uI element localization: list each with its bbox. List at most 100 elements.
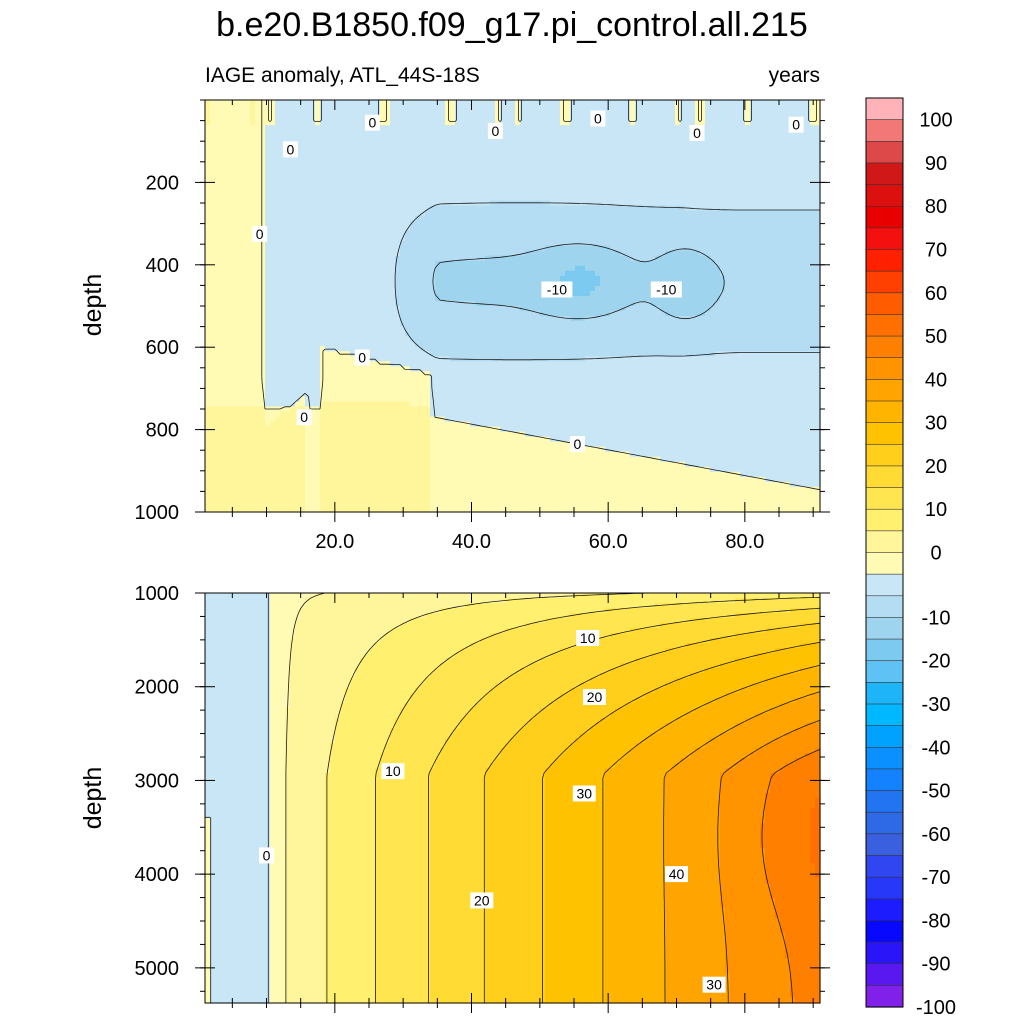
colorbar-swatch: [866, 596, 903, 618]
colorbar-swatch: [866, 769, 903, 791]
contour-label: 0: [358, 350, 366, 366]
colorbar-swatch: [866, 964, 903, 986]
colorbar-swatch: [866, 747, 903, 769]
contour-label: 30: [577, 786, 593, 802]
colorbar-swatch: [866, 293, 903, 315]
colorbar-swatch: [866, 639, 903, 661]
contour-label: 0: [492, 123, 500, 139]
y-tick-label: 400: [146, 255, 179, 277]
colorbar-tick-label: 60: [925, 283, 947, 305]
colorbar-swatch: [866, 877, 903, 899]
colorbar-tick-label: -80: [922, 910, 951, 932]
colorbar-swatch: [866, 985, 903, 1007]
colorbar-tick-label: 10: [925, 499, 947, 521]
colorbar-swatch: [866, 466, 903, 488]
colorbar-swatch: [866, 336, 903, 358]
chart-subtitle-left: IAGE anomaly, ATL_44S-18S: [205, 64, 480, 87]
colorbar-swatch: [866, 942, 903, 964]
colorbar-tick-label: -90: [922, 954, 951, 976]
lower-contour-fills: [205, 593, 821, 1004]
colorbar-swatch: [866, 206, 903, 228]
contour-label: 0: [369, 115, 377, 131]
colorbar-swatch: [866, 899, 903, 921]
lower-y-axis-label: depth: [79, 767, 107, 830]
x-tick-label: 40.0: [452, 531, 491, 553]
y-tick-label: 3000: [135, 770, 180, 792]
colorbar-swatch: [866, 444, 903, 466]
contour-label: 0: [792, 117, 800, 133]
colorbar-tick-label: -10: [922, 607, 951, 629]
chart-subtitle-right: years: [769, 64, 820, 87]
y-tick-label: 2000: [135, 677, 180, 699]
colorbar-tick-label: 70: [925, 240, 947, 262]
contour-label: 10: [580, 630, 596, 646]
colorbar-swatch: [866, 488, 903, 510]
colorbar-swatch: [866, 856, 903, 878]
colorbar-tick-label: -60: [922, 824, 951, 846]
colorbar-tick-label: -30: [922, 694, 951, 716]
colorbar-tick-label: 90: [925, 153, 947, 175]
colorbar-swatch: [866, 531, 903, 553]
contour-label: 20: [587, 689, 603, 705]
contour-label: 0: [263, 847, 271, 863]
colorbar-swatch: [866, 509, 903, 531]
colorbar-tick-label: 30: [925, 413, 947, 435]
colorbar-tick-label: -50: [922, 781, 951, 803]
contour-label: 20: [474, 892, 490, 908]
colorbar-swatch: [866, 704, 903, 726]
colorbar-swatch: [866, 379, 903, 401]
colorbar-swatch: [866, 553, 903, 575]
contour-label: 0: [594, 111, 602, 127]
contour-label: 0: [574, 436, 582, 452]
colorbar-swatch: [866, 141, 903, 163]
y-tick-label: 200: [146, 172, 179, 194]
lower-panel: 0 10 10 20 20 30 30 40 1000 2000 3000 4000 5000 dep…: [79, 583, 830, 1013]
colorbar-swatch: [866, 98, 903, 120]
x-tick-label: 20.0: [315, 531, 354, 553]
y-tick-label: 1000: [135, 502, 180, 524]
colorbar: 1009080706050403020100-10-20-30-40-50-60…: [866, 98, 956, 1019]
x-tick-label: 80.0: [725, 531, 764, 553]
colorbar-swatch: [866, 250, 903, 272]
colorbar-swatch: [866, 574, 903, 596]
colorbar-tick-label: -70: [922, 867, 951, 889]
chart-title: b.e20.B1850.f09_g17.pi_control.all.215: [216, 6, 808, 44]
upper-contour-fills: [205, 100, 821, 513]
colorbar-swatch: [866, 314, 903, 336]
colorbar-tick-label: -100: [916, 997, 956, 1019]
y-tick-label: 5000: [135, 958, 180, 980]
colorbar-tick-label: 80: [925, 196, 947, 218]
colorbar-tick-label: 20: [925, 456, 947, 478]
x-tick-label: 60.0: [589, 531, 628, 553]
colorbar-swatch: [866, 163, 903, 185]
contour-label: 40: [669, 866, 685, 882]
colorbar-swatch: [866, 920, 903, 942]
colorbar-tick-label: 100: [919, 110, 952, 132]
colorbar-swatch: [866, 617, 903, 639]
colorbar-swatch: [866, 228, 903, 250]
colorbar-tick-label: -20: [922, 651, 951, 673]
colorbar-swatch: [866, 834, 903, 856]
contour-label: 0: [693, 125, 701, 141]
colorbar-swatch: [866, 120, 903, 142]
contour-label: 30: [706, 977, 722, 993]
colorbar-swatch: [866, 682, 903, 704]
colorbar-swatch: [866, 358, 903, 380]
colorbar-tick-label: 40: [925, 369, 947, 391]
contour-label: -10: [547, 282, 567, 298]
colorbar-swatch: [866, 423, 903, 445]
y-tick-label: 800: [146, 420, 179, 442]
y-tick-label: 4000: [135, 864, 180, 886]
colorbar-swatch: [866, 812, 903, 834]
y-tick-label: 1000: [135, 583, 180, 605]
contour-label: -10: [656, 282, 676, 298]
colorbar-swatch: [866, 185, 903, 207]
colorbar-swatch: [866, 661, 903, 683]
colorbar-swatch: [866, 791, 903, 813]
colorbar-swatch: [866, 726, 903, 748]
contour-label: 10: [385, 763, 401, 779]
colorbar-tick-label: -40: [922, 737, 951, 759]
contour-label: 0: [256, 226, 264, 242]
